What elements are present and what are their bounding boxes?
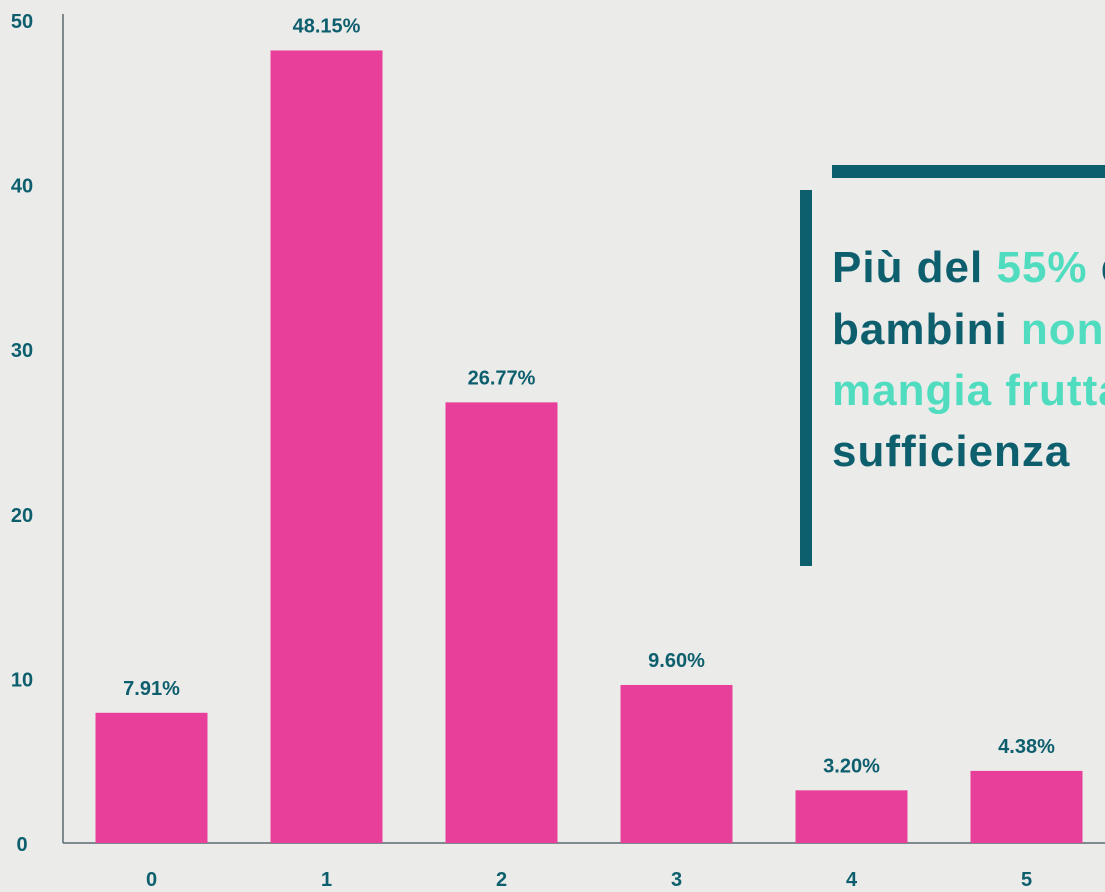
- x-tick-label: 3: [671, 869, 682, 891]
- annotation-text: non: [1021, 305, 1105, 354]
- annotation-text: sufficienza: [832, 427, 1070, 476]
- annotation-bar: [832, 165, 1105, 178]
- annotation-text: d: [1088, 243, 1105, 292]
- annotation-line: mangia frutta: [832, 366, 1105, 415]
- y-tick-label: 10: [11, 669, 33, 691]
- annotation-text: Più del: [832, 243, 996, 292]
- value-label: 48.15%: [293, 15, 361, 37]
- bar: [96, 713, 208, 843]
- annotation-text: 55%: [996, 243, 1087, 292]
- value-label: 3.20%: [823, 755, 880, 777]
- x-tick-label: 4: [846, 869, 858, 891]
- annotation-line: Più del 55% d: [832, 243, 1105, 292]
- y-tick-label: 50: [11, 11, 33, 33]
- y-tick-label: 40: [11, 176, 33, 198]
- x-tick-label: 5: [1021, 869, 1032, 891]
- value-label: 7.91%: [123, 678, 180, 700]
- bar: [621, 685, 733, 843]
- y-tick-label: 20: [11, 505, 33, 527]
- annotation-line: sufficienza: [832, 427, 1070, 476]
- x-tick-label: 0: [146, 869, 157, 891]
- bar: [971, 771, 1083, 843]
- x-tick-label: 1: [321, 869, 332, 891]
- bar: [446, 402, 558, 843]
- bar: [796, 790, 908, 843]
- bar: [271, 50, 383, 843]
- value-label: 4.38%: [998, 736, 1055, 758]
- annotation-rule: [800, 190, 812, 566]
- value-label: 26.77%: [468, 367, 536, 389]
- chart: 0 10 20 30 40 50 0 7.91% 1 48.15% 2 26.77% 3 9.60% 4 3.…: [0, 0, 1105, 892]
- x-tick-label: 2: [496, 869, 507, 891]
- annotation-line: bambini non: [832, 305, 1105, 354]
- value-label: 9.60%: [648, 650, 705, 672]
- annotation-text: bambini: [832, 305, 1021, 354]
- y-tick-label: 30: [11, 340, 33, 362]
- y-tick-label: 0: [16, 834, 27, 856]
- annotation-text: mangia frutta: [832, 366, 1105, 415]
